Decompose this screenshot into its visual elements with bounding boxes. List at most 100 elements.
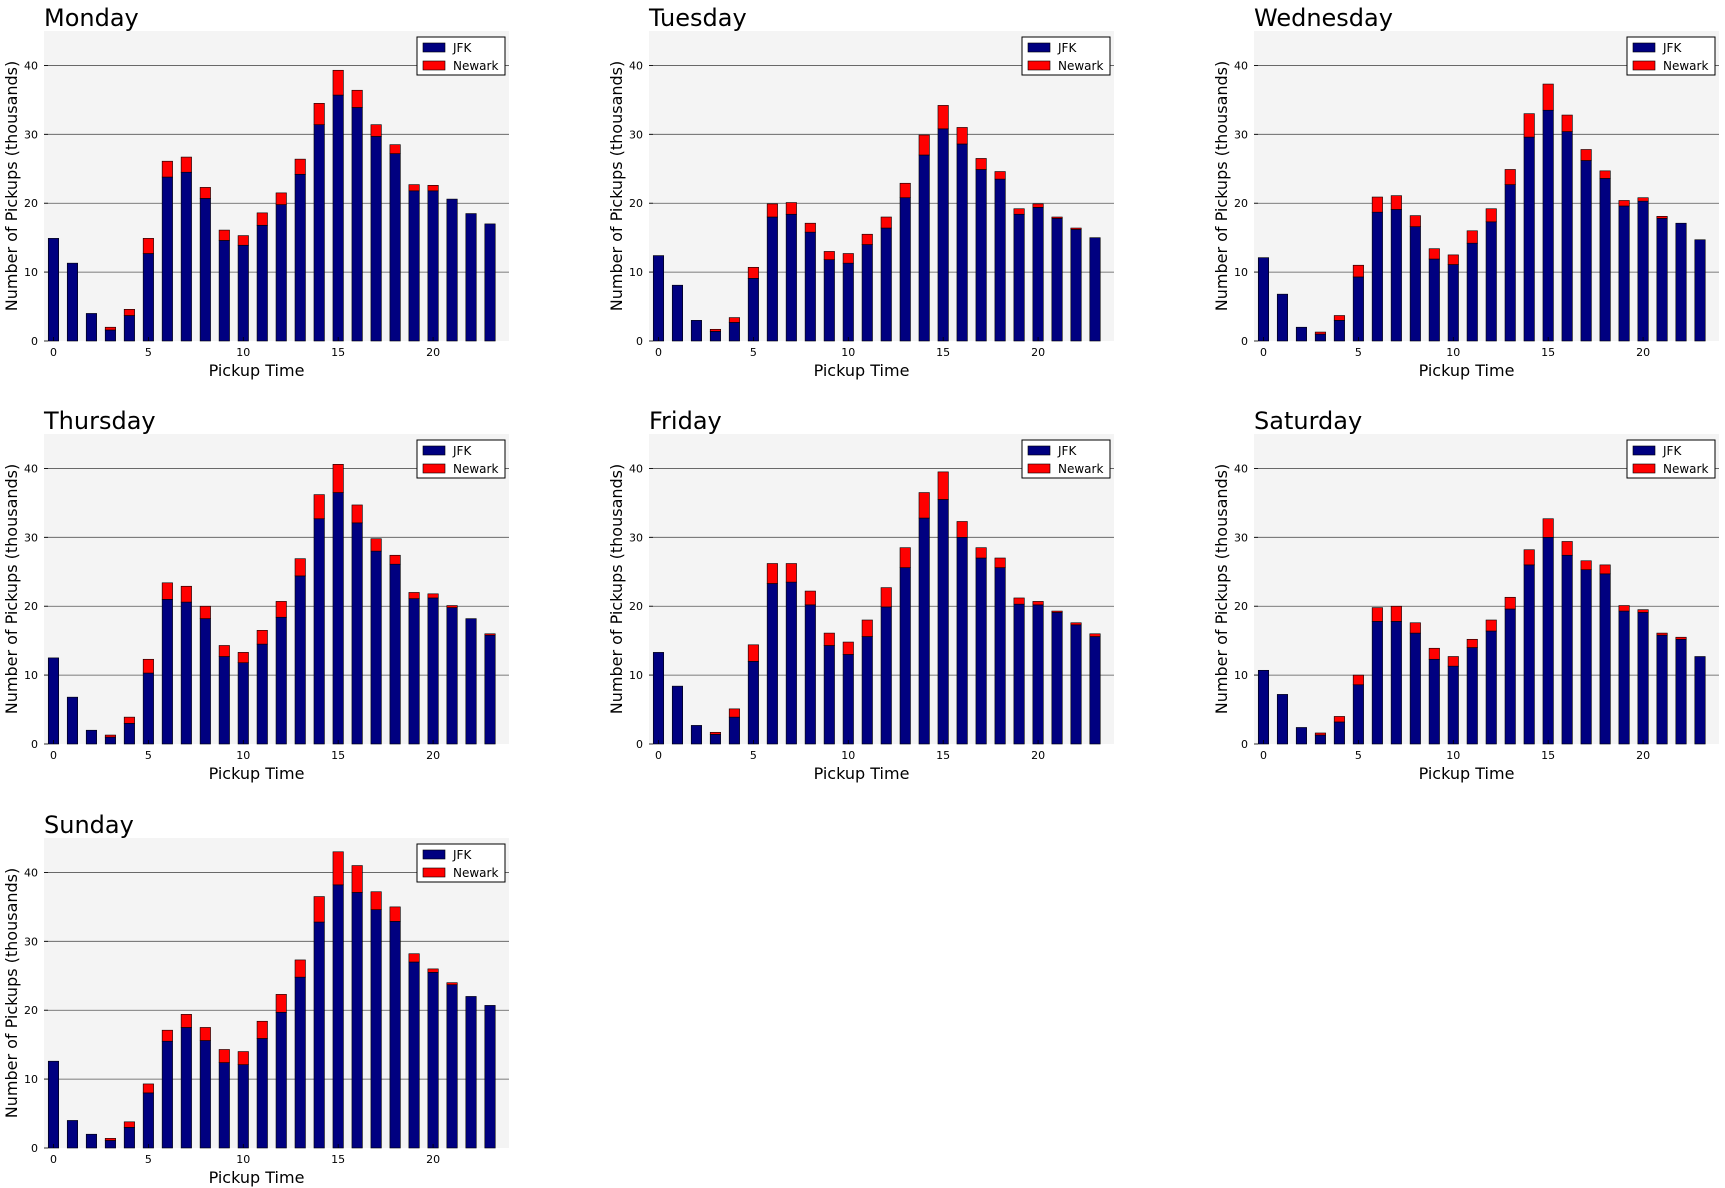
bar-newark-21 [446, 605, 458, 608]
bar-newark-14 [918, 492, 930, 519]
bar-jfk-4 [728, 716, 740, 745]
bar-jfk-21 [1051, 218, 1063, 342]
bar-jfk-4 [1333, 320, 1345, 342]
bar-jfk-5 [747, 278, 759, 342]
bar-jfk-2 [1295, 326, 1307, 342]
bar-jfk-11 [256, 1038, 268, 1149]
legend-swatch-newark [422, 60, 446, 71]
bar-jfk-23 [484, 223, 496, 342]
bar-newark-17 [370, 538, 382, 552]
bar-newark-17 [975, 158, 987, 170]
bar-newark-12 [880, 587, 892, 608]
bar-newark-7 [1390, 195, 1402, 210]
bar-newark-9 [218, 1049, 230, 1063]
bar-newark-11 [861, 233, 873, 245]
bar-newark-21 [1656, 632, 1668, 636]
legend-label-jfk: JFK [452, 848, 472, 862]
bar-jfk-23 [1089, 237, 1101, 342]
y-tick-label: 40 [24, 59, 38, 72]
bar-newark-10 [237, 235, 249, 246]
bar-newark-18 [994, 557, 1006, 568]
bar-jfk-22 [465, 213, 477, 342]
x-tick-label: 15 [1541, 346, 1555, 359]
bar-newark-3 [1314, 331, 1326, 335]
bar-newark-9 [823, 632, 835, 646]
y-tick-label: 40 [629, 462, 643, 475]
bar-newark-6 [1371, 196, 1383, 213]
bar-jfk-19 [1618, 205, 1630, 342]
bar-jfk-7 [1390, 209, 1402, 342]
bar-newark-6 [1371, 607, 1383, 622]
x-tick-label: 5 [1355, 749, 1362, 762]
bar-jfk-14 [313, 921, 325, 1149]
bar-jfk-14 [1523, 136, 1535, 342]
bar-newark-17 [1580, 149, 1592, 161]
bar-newark-15 [332, 464, 344, 493]
y-tick-label: 20 [24, 600, 38, 613]
bar-jfk-22 [1675, 222, 1687, 342]
x-tick-label: 5 [750, 749, 757, 762]
bar-newark-15 [332, 69, 344, 96]
bar-newark-6 [161, 582, 173, 600]
bar-newark-18 [389, 554, 401, 565]
bar-newark-17 [975, 547, 987, 559]
x-tick-label: 0 [50, 346, 57, 359]
bar-jfk-10 [842, 262, 854, 342]
legend-label-newark: Newark [1663, 59, 1708, 73]
bar-jfk-9 [1428, 658, 1440, 745]
y-tick-label: 30 [629, 128, 643, 141]
y-tick-label: 10 [629, 266, 643, 279]
bar-jfk-12 [275, 204, 287, 342]
bar-jfk-3 [1314, 734, 1326, 745]
y-tick-label: 30 [629, 531, 643, 544]
y-axis-label: Number of Pickups (thousands) [2, 61, 21, 312]
bar-newark-14 [918, 134, 930, 156]
bar-newark-5 [747, 644, 759, 662]
bar-newark-4 [123, 1121, 135, 1128]
bar-jfk-18 [994, 567, 1006, 745]
y-tick-label: 10 [24, 669, 38, 682]
bar-newark-10 [237, 1051, 249, 1065]
bar-jfk-4 [123, 723, 135, 745]
bar-newark-16 [956, 521, 968, 538]
bar-newark-13 [1504, 596, 1516, 610]
legend: JFK Newark [1626, 439, 1716, 479]
bar-jfk-10 [842, 654, 854, 745]
bar-newark-11 [1466, 638, 1478, 648]
bar-jfk-9 [218, 656, 230, 745]
bar-jfk-23 [1694, 656, 1706, 745]
x-axis-label: Pickup Time [814, 361, 910, 380]
bar-jfk-2 [690, 725, 702, 745]
y-tick-label: 40 [24, 866, 38, 879]
bar-newark-6 [161, 1029, 173, 1042]
bar-newark-9 [218, 645, 230, 657]
bar-jfk-14 [313, 518, 325, 745]
y-tick-label: 10 [1234, 669, 1248, 682]
x-axis-label: Pickup Time [814, 764, 910, 783]
y-tick-label: 20 [1234, 600, 1248, 613]
bar-newark-17 [1580, 560, 1592, 571]
bar-jfk-21 [1051, 612, 1063, 745]
bar-jfk-19 [408, 190, 420, 342]
y-tick-label: 10 [629, 669, 643, 682]
bar-newark-10 [237, 652, 249, 664]
bar-jfk-19 [1618, 610, 1630, 745]
chart-title: Thursday [43, 407, 156, 435]
bar-newark-21 [1656, 216, 1668, 219]
bar-newark-14 [313, 494, 325, 520]
bar-jfk-12 [880, 606, 892, 745]
bar-jfk-18 [994, 178, 1006, 342]
y-tick-label: 0 [1241, 335, 1248, 348]
bar-jfk-19 [408, 598, 420, 745]
bar-newark-12 [1485, 208, 1497, 223]
bar-newark-13 [899, 182, 911, 199]
bar-newark-8 [1409, 622, 1421, 634]
x-tick-label: 20 [1636, 749, 1650, 762]
bar-jfk-12 [275, 616, 287, 745]
bar-jfk-1 [671, 284, 683, 342]
bar-jfk-16 [956, 143, 968, 342]
legend-label-jfk: JFK [1057, 41, 1077, 55]
bar-newark-13 [1504, 169, 1516, 185]
legend: JFK Newark [1021, 439, 1111, 479]
bar-jfk-20 [1032, 604, 1044, 745]
